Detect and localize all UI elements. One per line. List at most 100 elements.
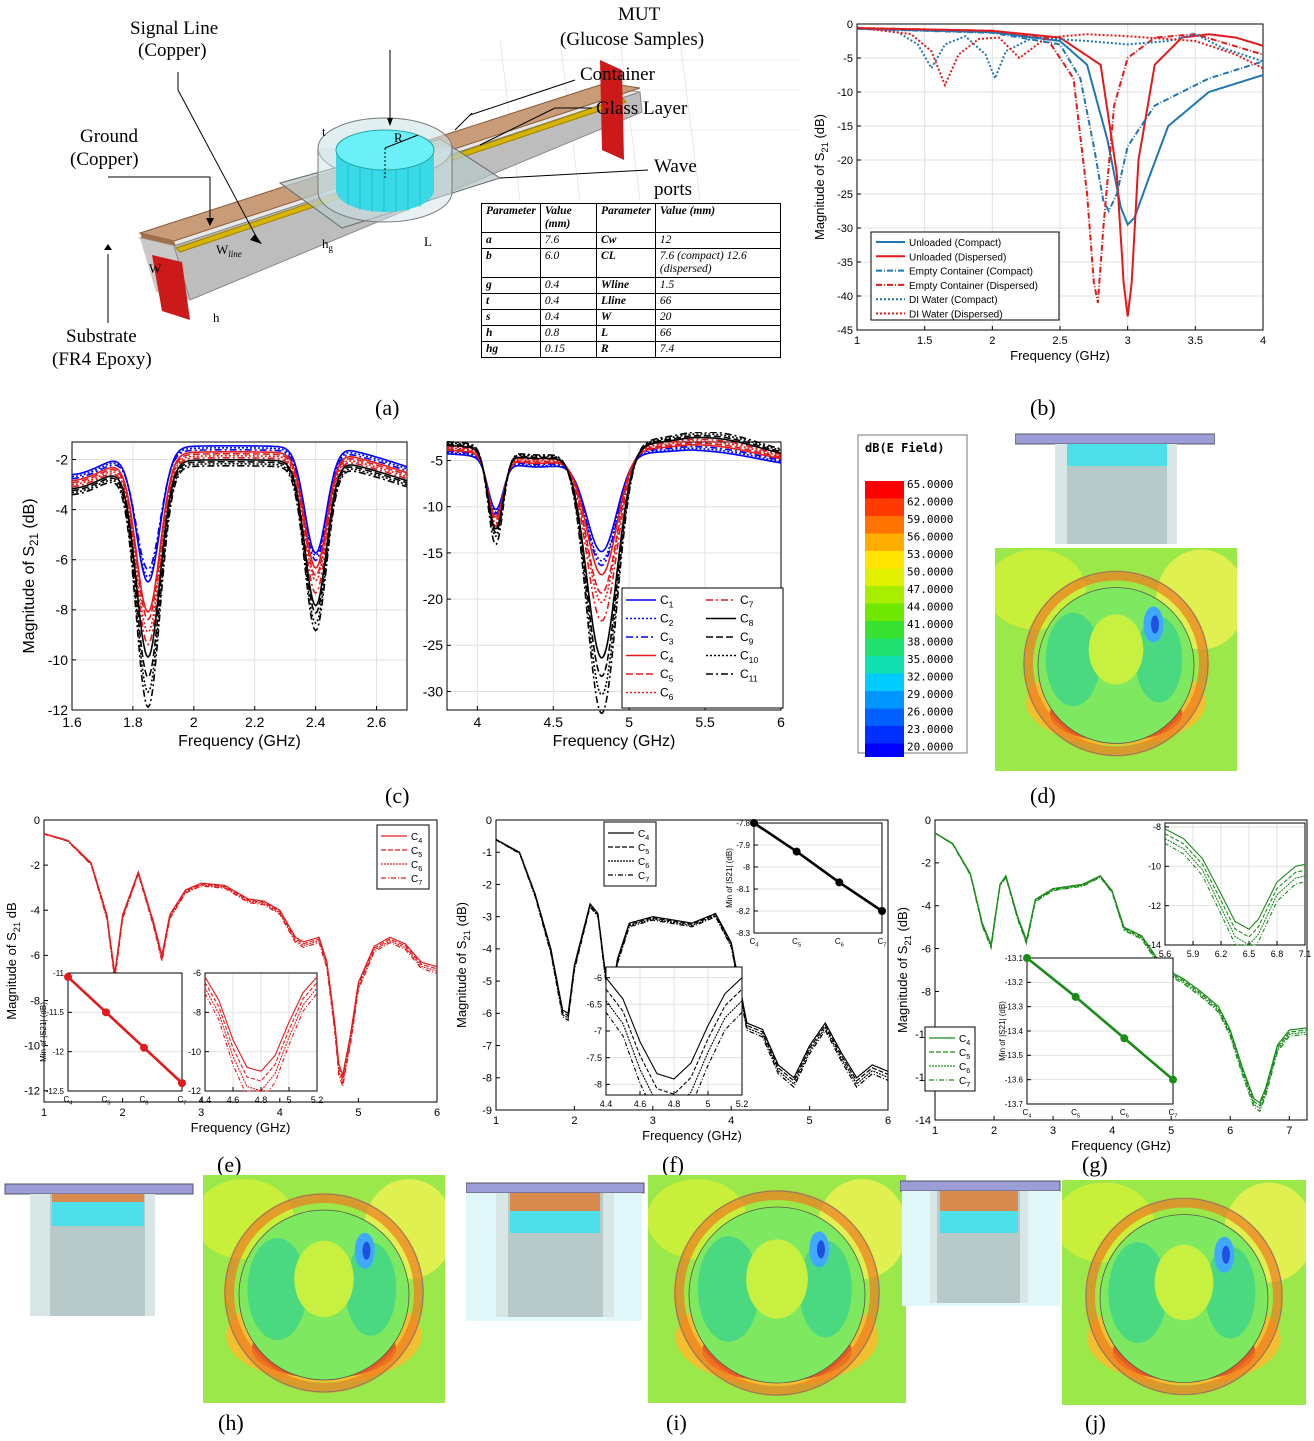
x-tick-label: 4.8 (668, 1099, 681, 1109)
x-tick-label: 5 (705, 1099, 710, 1109)
label-mut-sub: (Glucose Samples) (560, 29, 704, 50)
field-coldspot (817, 1240, 825, 1258)
y-tick-label: -30 (423, 683, 443, 699)
field-patch (1155, 1245, 1214, 1321)
table-cell: 20 (655, 310, 780, 326)
y-axis-label: Magnitude of S21 dB (4, 902, 22, 1019)
y-tick-label: -7 (482, 1040, 492, 1052)
x-tick-label: 5 (355, 1107, 361, 1119)
chart-c-high-band: 4 4.5 5 5.5 6-5-10-15-20-25-30Frequency (GHz… (415, 432, 790, 777)
plot-area (754, 823, 882, 933)
y-tick-label: -10 (837, 87, 853, 99)
inset-min-point (64, 973, 72, 981)
table-cell: 7.6 (540, 233, 596, 249)
y-tick-label: -4 (482, 944, 492, 956)
y-tick-label: -25 (423, 637, 443, 653)
colorbar-tick-label: 41.0000 (907, 618, 953, 631)
inset-min-point (1120, 1034, 1128, 1042)
cross-section-i (466, 1178, 646, 1323)
plot-area (68, 973, 182, 1091)
x-tick-label: 1 (854, 335, 860, 347)
x-tick-label: 6 (885, 1115, 891, 1127)
x-axis-label: Frequency (GHz) (642, 1128, 742, 1143)
y-tick-label: -15 (837, 121, 853, 133)
x-tick-label: 4 (277, 1107, 283, 1119)
table-cell: 7.4 (655, 342, 780, 358)
colorbar-tick-label: 47.0000 (907, 583, 953, 596)
y-tick-label: -1 (482, 847, 492, 859)
x-tick-label: 5.2 (311, 1095, 324, 1105)
table-row: a 7.6 Cw 12 (482, 233, 781, 249)
y-tick-label: -12 (52, 1047, 64, 1056)
y-tick-label: 0 (847, 19, 853, 31)
inset-y-axis-label: Min of |S21| (dB) (725, 848, 734, 908)
x-tick-label: 4.4 (600, 1099, 613, 1109)
y-tick-label: -12 (24, 1086, 40, 1098)
table-cell: 1.5 (655, 278, 780, 294)
y-tick-label: -5 (431, 452, 444, 468)
x-axis-label: Frequency (GHz) (1071, 1138, 1171, 1153)
colorbar-swatch (865, 674, 904, 692)
label-ground: Ground (80, 126, 139, 147)
legend-box (622, 588, 783, 708)
y-tick-label: -7.5 (586, 1053, 602, 1063)
field-coldspot (1222, 1246, 1230, 1264)
y-tick-label: -25 (837, 189, 853, 201)
inset-min-point (140, 1044, 148, 1052)
y-tick-label: -12 (1148, 901, 1161, 911)
table-row: s 0.4 W 20 (482, 310, 781, 326)
colorbar-swatch (865, 534, 904, 552)
colorbar-swatch (865, 586, 904, 604)
chart-b-s21-loading: 1 1.5 2 2.5 3 3.5 40-5-10-15-20-25-30-35-40-45… (800, 10, 1280, 370)
x-tick-label: 1 (932, 1125, 938, 1137)
table-cell: 0.8 (540, 326, 596, 342)
y-tick-label: -8.2 (736, 907, 750, 916)
x-tick-label: 7.1 (1299, 949, 1312, 959)
x-tick-label: 2 (190, 714, 198, 730)
y-tick-label: -14 (915, 1115, 931, 1127)
colorbar-swatch (865, 569, 904, 587)
chart-e-s21: 1 2 3 4 5 60-2-4-6-8-10-12Frequency (GHz)Magn… (0, 805, 445, 1153)
colorbar-swatch (865, 709, 904, 727)
y-tick-label: -15 (423, 545, 443, 561)
field-map-i (648, 1175, 906, 1403)
label-signal-line: Signal Line (130, 18, 218, 39)
colorbar-tick-label: 56.0000 (907, 531, 953, 544)
x-tick-label: 4.6 (227, 1095, 240, 1105)
inset-min-point (793, 848, 801, 856)
x-tick-label: 2 (571, 1115, 577, 1127)
table-header-cell: Value (mm) (540, 204, 596, 233)
y-tick-label: -12.5 (46, 1087, 65, 1096)
cross-section-d (1015, 432, 1215, 544)
colorbar-swatch (865, 621, 904, 639)
legend-label: Unloaded (Dispersed) (909, 252, 1006, 263)
y-tick-label: -6 (482, 1008, 492, 1020)
x-tick-label: 7 (1286, 1125, 1292, 1137)
colorbar-title: dB(E Field) (865, 441, 944, 455)
colorbar-tick-label: 62.0000 (907, 496, 953, 509)
panel-label-i: (i) (666, 1410, 687, 1436)
y-tick-label: -8.3 (736, 929, 750, 938)
y-tick-label: -8 (743, 863, 751, 872)
colorbar-tick-label: 44.0000 (907, 601, 953, 614)
x-tick-label: 4.4 (199, 1095, 212, 1105)
y-tick-label: -6.5 (586, 999, 602, 1009)
table-cell: 0.15 (540, 342, 596, 358)
y-tick-label: -6 (193, 968, 201, 978)
y-tick-label: -13.7 (1005, 1100, 1024, 1109)
y-tick-label: -13.2 (1005, 978, 1024, 987)
chart-c-low-band: 1.6 1.8 2 2.2 2.4 2.6-2-4-6-8-10-12Frequency … (10, 432, 415, 777)
field-patch (294, 1241, 354, 1318)
table-cell: W (597, 310, 656, 326)
plot-area (72, 442, 407, 710)
x-tick-label: 2 (120, 1107, 126, 1119)
x-tick-label: 4 (473, 714, 481, 730)
field-map-j (1062, 1180, 1306, 1405)
table-cell: h (482, 326, 541, 342)
y-tick-label: -4 (30, 905, 40, 917)
legend-label: Empty Container (Compact) (909, 267, 1033, 278)
x-tick-label: 3 (1125, 335, 1131, 347)
colorbar-tick-label: 32.0000 (907, 671, 953, 684)
dim-r: R (394, 130, 403, 145)
y-tick-label: 0 (34, 815, 40, 827)
